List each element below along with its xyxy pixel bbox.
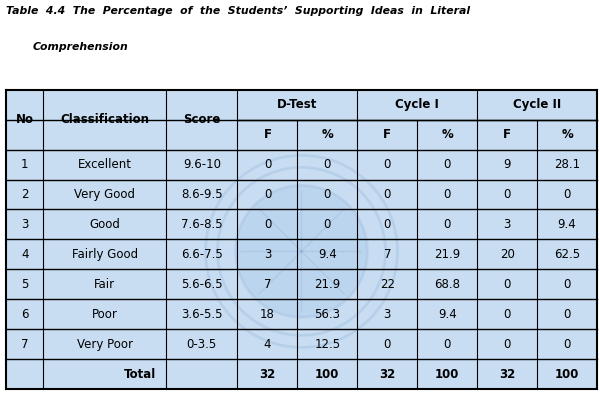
Text: Excellent: Excellent	[78, 158, 132, 171]
Text: 0: 0	[563, 338, 571, 351]
Text: 3: 3	[21, 218, 28, 231]
Text: 28.1: 28.1	[554, 158, 580, 171]
Text: 0: 0	[323, 188, 331, 201]
Text: 0: 0	[503, 188, 511, 201]
Text: 9.6-10: 9.6-10	[183, 158, 221, 171]
Text: 0: 0	[503, 338, 511, 351]
Text: 18: 18	[260, 308, 275, 321]
Text: 22: 22	[380, 278, 395, 291]
Text: %: %	[442, 128, 453, 141]
Text: 0: 0	[383, 188, 391, 201]
Text: 3: 3	[383, 308, 391, 321]
Text: 4: 4	[264, 338, 271, 351]
Text: 62.5: 62.5	[554, 248, 580, 261]
Text: %: %	[561, 128, 573, 141]
Text: Table  4.4  The  Percentage  of  the  Students’  Supporting  Ideas  in  Literal: Table 4.4 The Percentage of the Students…	[6, 6, 470, 16]
Text: 9.4: 9.4	[438, 308, 457, 321]
Text: 7: 7	[264, 278, 271, 291]
Text: F: F	[383, 128, 391, 141]
Text: Poor: Poor	[92, 308, 118, 321]
Text: 0: 0	[503, 278, 511, 291]
Text: 0: 0	[443, 338, 451, 351]
Text: No: No	[16, 113, 34, 126]
Text: %: %	[322, 128, 333, 141]
Text: Fair: Fair	[94, 278, 115, 291]
Text: 3.6-5.5: 3.6-5.5	[181, 308, 223, 321]
Text: 5.6-6.5: 5.6-6.5	[181, 278, 223, 291]
Text: 32: 32	[259, 367, 275, 381]
Text: Comprehension: Comprehension	[33, 42, 129, 52]
Text: 32: 32	[499, 367, 515, 381]
Text: Classification: Classification	[60, 113, 149, 126]
Text: 100: 100	[435, 367, 460, 381]
Text: Good: Good	[89, 218, 120, 231]
Text: 3: 3	[264, 248, 271, 261]
Text: 4: 4	[21, 248, 28, 261]
Text: 0: 0	[563, 308, 571, 321]
Text: Cycle II: Cycle II	[513, 98, 561, 111]
Text: Very Good: Very Good	[74, 188, 135, 201]
Text: 0: 0	[383, 158, 391, 171]
Text: 0: 0	[563, 188, 571, 201]
Text: 9.4: 9.4	[318, 248, 337, 261]
Text: 7: 7	[21, 338, 28, 351]
Text: 7: 7	[383, 248, 391, 261]
Text: 0: 0	[383, 218, 391, 231]
Text: F: F	[503, 128, 511, 141]
Text: 7.6-8.5: 7.6-8.5	[181, 218, 223, 231]
Text: 0: 0	[323, 218, 331, 231]
Text: 6.6-7.5: 6.6-7.5	[181, 248, 223, 261]
Text: 1: 1	[21, 158, 28, 171]
Text: D-Test: D-Test	[277, 98, 317, 111]
Text: F: F	[263, 128, 271, 141]
Text: 32: 32	[379, 367, 395, 381]
Text: 6: 6	[21, 308, 28, 321]
Text: 100: 100	[315, 367, 340, 381]
Text: 3: 3	[503, 218, 511, 231]
Text: 0: 0	[503, 308, 511, 321]
Text: 21.9: 21.9	[314, 278, 340, 291]
Text: 0: 0	[264, 218, 271, 231]
Text: 0: 0	[264, 158, 271, 171]
Text: Very Poor: Very Poor	[77, 338, 133, 351]
Text: 2: 2	[21, 188, 28, 201]
Text: 0-3.5: 0-3.5	[187, 338, 217, 351]
Text: 68.8: 68.8	[434, 278, 460, 291]
Text: 56.3: 56.3	[314, 308, 340, 321]
Text: 0: 0	[383, 338, 391, 351]
Text: 21.9: 21.9	[434, 248, 460, 261]
Text: 5: 5	[21, 278, 28, 291]
Text: 9: 9	[503, 158, 511, 171]
Text: Score: Score	[183, 113, 220, 126]
Text: 20: 20	[500, 248, 515, 261]
Text: Total: Total	[124, 367, 157, 381]
Text: 0: 0	[443, 218, 451, 231]
Text: 0: 0	[264, 188, 271, 201]
Text: 0: 0	[563, 278, 571, 291]
Text: Cycle I: Cycle I	[395, 98, 439, 111]
Text: 0: 0	[323, 158, 331, 171]
Text: 8.6-9.5: 8.6-9.5	[181, 188, 223, 201]
Text: 9.4: 9.4	[557, 218, 577, 231]
Text: 12.5: 12.5	[314, 338, 340, 351]
Text: 0: 0	[443, 158, 451, 171]
Text: 0: 0	[443, 188, 451, 201]
Text: Fairly Good: Fairly Good	[71, 248, 138, 261]
Text: 100: 100	[555, 367, 579, 381]
